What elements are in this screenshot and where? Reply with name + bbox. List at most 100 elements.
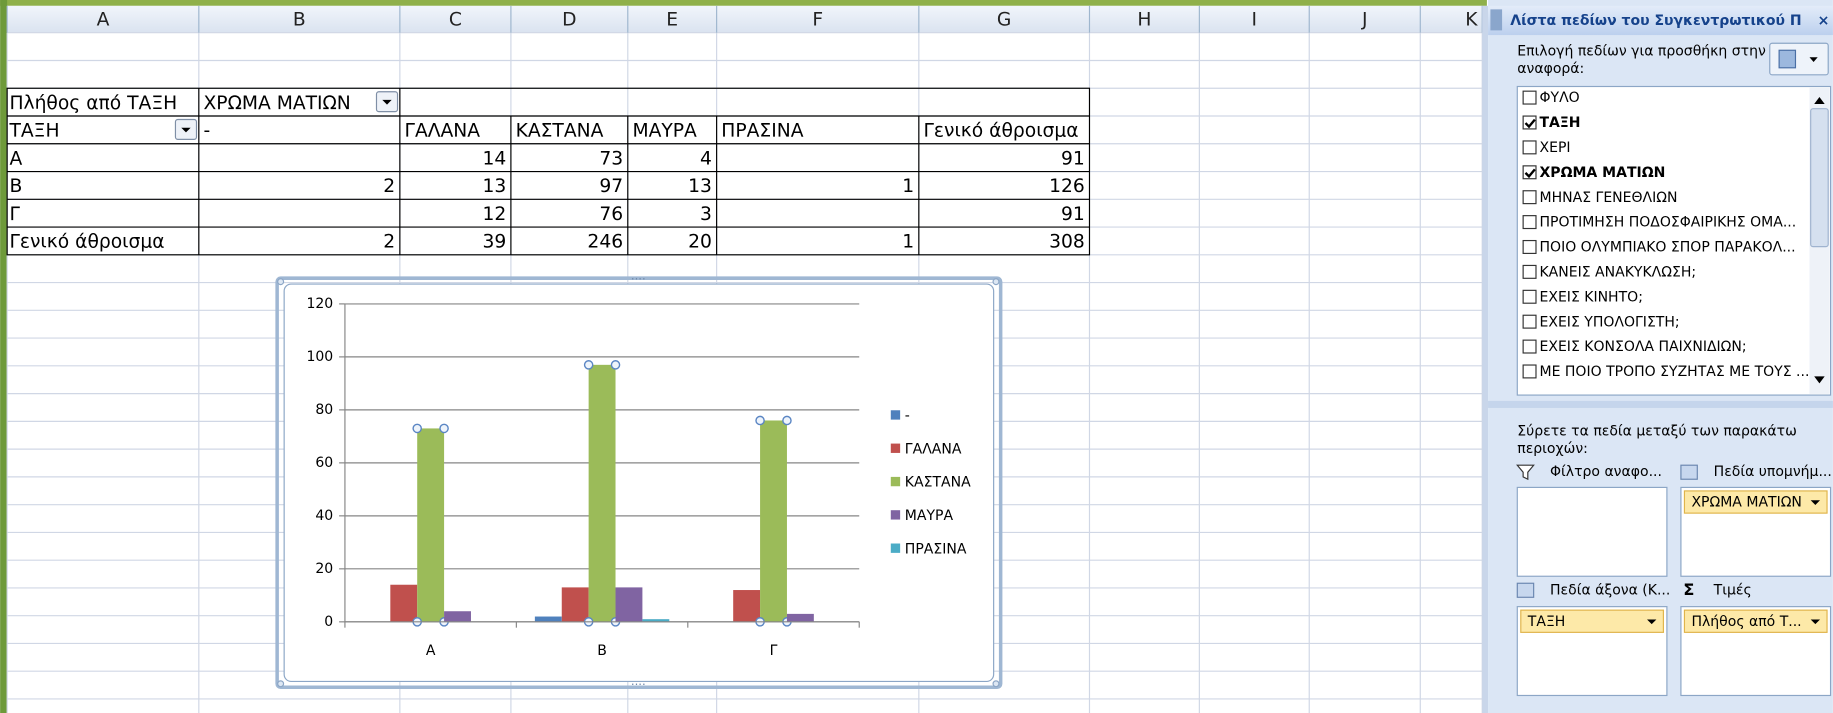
area-icon xyxy=(1516,582,1535,598)
checkbox[interactable] xyxy=(1522,190,1537,205)
column-header-cell: ΓΑΛΑΝΑ xyxy=(405,121,481,142)
filter-arrow xyxy=(382,99,392,105)
y-tick-label: 80 xyxy=(315,402,333,418)
value-cell: 308 xyxy=(1049,232,1085,253)
legend-label: ΚΑΣΤΑΝΑ xyxy=(905,475,971,491)
value-cell: 12 xyxy=(482,204,506,225)
resize-handle[interactable] xyxy=(992,278,1000,286)
frame-top xyxy=(0,0,1487,6)
row-label: Γ xyxy=(9,204,20,225)
field-name: ΜΗΝΑΣ ΓΕΝΕΘΛΙΩΝ xyxy=(1539,190,1677,206)
checkbox[interactable] xyxy=(1522,364,1537,379)
drag-label: Σύρετε τα πεδία μεταξύ των παρακάτω xyxy=(1517,423,1797,439)
column-header: H xyxy=(1137,9,1151,30)
checkbox[interactable] xyxy=(1522,289,1537,304)
scroll-thumb[interactable] xyxy=(1810,108,1829,248)
resize-grip: ···· xyxy=(631,272,646,286)
column-field: ΧΡΩΜΑ ΜΑΤΙΩΝ xyxy=(204,93,351,114)
resize-handle[interactable] xyxy=(277,278,285,286)
area-icon xyxy=(1680,464,1698,480)
choose-label: αναφορά: xyxy=(1517,61,1584,77)
column-header: K xyxy=(1465,9,1478,30)
checkbox[interactable] xyxy=(1522,115,1537,130)
area-item[interactable] xyxy=(1683,490,1828,514)
list-divider xyxy=(1488,400,1833,408)
column-header: D xyxy=(562,9,576,30)
checkbox[interactable] xyxy=(1522,215,1537,230)
layout-icon xyxy=(1778,49,1797,69)
selection-handle xyxy=(439,423,449,434)
checkbox[interactable] xyxy=(1522,314,1537,329)
checkbox[interactable] xyxy=(1522,239,1537,254)
scroll-down[interactable] xyxy=(1814,376,1825,384)
legend-swatch xyxy=(890,476,901,487)
area-item[interactable] xyxy=(1683,609,1828,633)
field-name: ΧΡΩΜΑ ΜΑΤΙΩΝ xyxy=(1539,165,1665,181)
panel-title: Λίστα πεδίων του Συγκεντρωτικού Π xyxy=(1510,13,1801,29)
field-name: ΕΧΕΙΣ ΚΙΝΗΤΟ; xyxy=(1539,289,1642,305)
y-tick-label: 60 xyxy=(315,455,333,471)
field-name: ΠΡΟΤΙΜΗΣΗ ΠΟΔΟΣΦΑΙΡΙΚΗΣ ΟΜΑ... xyxy=(1539,215,1796,231)
bar xyxy=(390,584,418,622)
panel-close[interactable]: × xyxy=(1818,13,1830,29)
value-cell: 73 xyxy=(599,148,623,169)
field-name: ΕΧΕΙΣ ΚΟΝΣΟΛΑ ΠΑΙΧΝΙΔΙΩΝ; xyxy=(1539,339,1746,355)
chart-selection xyxy=(275,276,1003,690)
column-header-cell: ΚΑΣΤΑΝΑ xyxy=(516,121,604,142)
bar xyxy=(760,420,787,622)
checkbox[interactable] xyxy=(1522,90,1537,105)
area-item-label: Πλήθος από Τ... xyxy=(1691,614,1801,630)
area-item-arrow xyxy=(1647,619,1657,625)
column-header: B xyxy=(293,9,306,30)
bar xyxy=(642,619,670,622)
x-tick-label: Β xyxy=(597,643,607,659)
bar xyxy=(786,613,814,622)
row-field: ΤΑΞΗ xyxy=(8,121,59,142)
value-cell: 13 xyxy=(482,176,506,197)
bar xyxy=(588,364,616,622)
frame-left xyxy=(0,0,8,713)
legend-swatch xyxy=(890,510,901,520)
bar xyxy=(534,616,562,622)
checkbox[interactable] xyxy=(1522,165,1537,180)
field-name: ΦΥΛΟ xyxy=(1539,90,1579,106)
y-tick-label: 20 xyxy=(315,561,333,577)
area-box xyxy=(1516,486,1668,577)
field-name: ΧΕΡΙ xyxy=(1539,140,1570,156)
choose-label: Επιλογή πεδίων για προσθήκη στην xyxy=(1517,43,1766,59)
filter-arrow xyxy=(181,127,191,133)
area-label: Πεδία άξονα (Κ... xyxy=(1550,582,1670,598)
y-tick-label: 120 xyxy=(306,296,333,312)
legend-swatch xyxy=(890,443,901,453)
bar xyxy=(615,587,643,622)
value-cell: 126 xyxy=(1049,176,1085,197)
value-cell: 246 xyxy=(587,232,623,253)
value-cell: 97 xyxy=(599,176,623,197)
checkbox[interactable] xyxy=(1522,140,1537,155)
bar xyxy=(417,428,445,622)
area-label: Τιμές xyxy=(1713,582,1752,598)
scroll-up[interactable] xyxy=(1814,97,1825,105)
checkbox[interactable] xyxy=(1522,264,1537,279)
resize-handle[interactable] xyxy=(277,680,285,688)
y-tick-label: 40 xyxy=(315,508,333,524)
checkbox[interactable] xyxy=(1522,339,1537,354)
value-cell: 14 xyxy=(482,148,506,169)
field-name: ΠΟΙΟ ΟΛΥΜΠΙΑΚΟ ΣΠΟΡ ΠΑΡΑΚΟΛ... xyxy=(1539,240,1795,256)
area-item[interactable] xyxy=(1520,609,1664,633)
panel-grip xyxy=(1490,9,1503,31)
column-header: I xyxy=(1252,9,1258,30)
selection-handle xyxy=(782,415,792,426)
area-item-arrow xyxy=(1810,500,1821,505)
chart-area xyxy=(283,283,995,683)
legend-label: - xyxy=(905,408,910,424)
legend-label: ΜΑΥΡΑ xyxy=(905,508,954,524)
column-header-bar xyxy=(7,5,1483,33)
column-header-cell: Γενικό άθροισμα xyxy=(924,121,1079,142)
field-name: ΜΕ ΠΟΙΟ ΤΡΟΠΟ ΣΥΖΗΤΑΣ ΜΕ ΤΟΥΣ ... xyxy=(1539,364,1809,380)
selection-handle xyxy=(583,360,594,370)
splitter[interactable] xyxy=(1482,5,1489,713)
resize-handle[interactable] xyxy=(992,680,1000,688)
sigma-icon: Σ xyxy=(1683,580,1694,599)
area-item-label: ΤΑΞΗ xyxy=(1527,614,1566,630)
